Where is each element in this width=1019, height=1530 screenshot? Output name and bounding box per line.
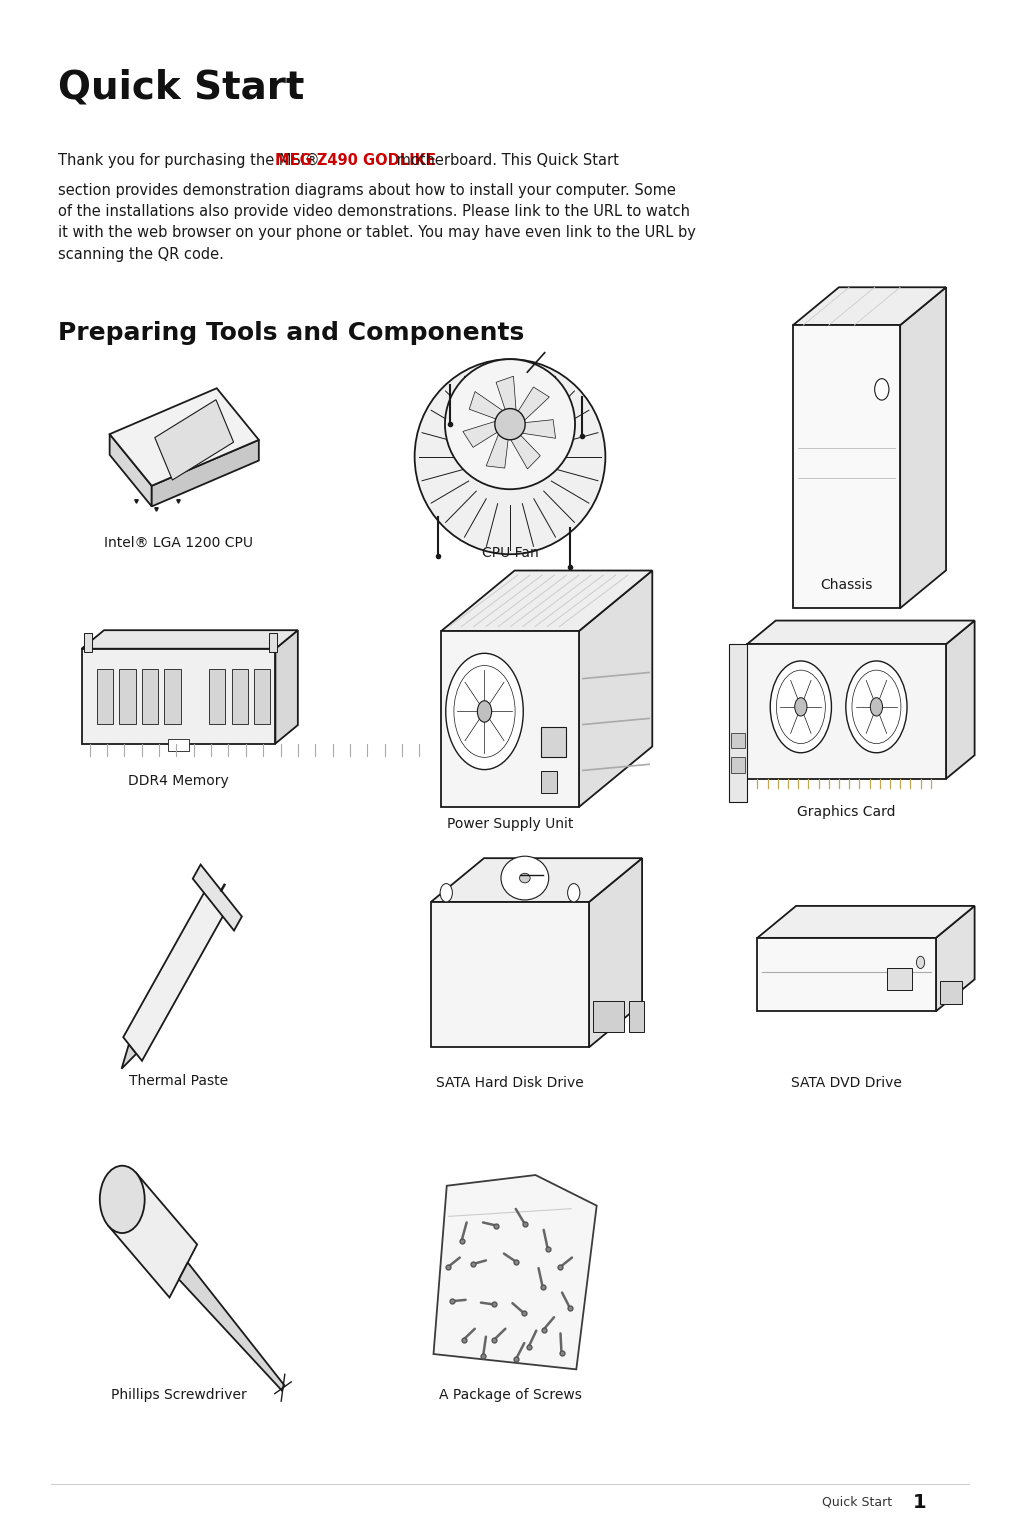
Polygon shape — [756, 938, 935, 1011]
Text: Chassis: Chassis — [819, 578, 872, 592]
Bar — [887, 968, 912, 990]
Polygon shape — [746, 644, 946, 779]
Polygon shape — [440, 571, 652, 632]
Circle shape — [477, 701, 491, 722]
Bar — [540, 727, 566, 757]
Bar — [628, 1001, 644, 1031]
Text: A Package of Screws: A Package of Screws — [438, 1388, 581, 1401]
Bar — [168, 739, 189, 751]
Text: Preparing Tools and Components: Preparing Tools and Components — [58, 321, 524, 346]
Text: DDR4 Memory: DDR4 Memory — [128, 774, 228, 788]
Polygon shape — [756, 906, 974, 938]
Polygon shape — [152, 441, 259, 506]
Circle shape — [440, 884, 452, 901]
Polygon shape — [510, 387, 549, 424]
Bar — [940, 981, 962, 1004]
Bar — [97, 669, 113, 724]
Bar — [142, 669, 158, 724]
Polygon shape — [469, 392, 510, 424]
Polygon shape — [589, 858, 642, 1047]
Polygon shape — [193, 864, 242, 930]
Circle shape — [775, 670, 824, 744]
Bar — [84, 633, 92, 652]
Circle shape — [794, 698, 806, 716]
Polygon shape — [110, 435, 152, 506]
Circle shape — [874, 379, 889, 401]
Polygon shape — [155, 399, 233, 480]
Circle shape — [453, 666, 515, 757]
Circle shape — [845, 661, 906, 753]
Polygon shape — [510, 419, 555, 438]
Polygon shape — [746, 621, 974, 644]
Text: Thank you for purchasing the MSI®: Thank you for purchasing the MSI® — [58, 153, 324, 168]
Polygon shape — [463, 419, 510, 447]
Text: motherboard. This Quick Start: motherboard. This Quick Start — [391, 153, 618, 168]
Ellipse shape — [100, 1166, 145, 1233]
Text: SATA Hard Disk Drive: SATA Hard Disk Drive — [436, 1076, 583, 1089]
Bar — [593, 1001, 624, 1031]
Ellipse shape — [500, 857, 548, 900]
Bar — [119, 669, 136, 724]
Text: Power Supply Unit: Power Supply Unit — [446, 817, 573, 831]
Circle shape — [869, 698, 881, 716]
Bar — [730, 757, 744, 773]
Polygon shape — [431, 903, 589, 1047]
Circle shape — [445, 653, 523, 770]
Polygon shape — [123, 886, 226, 1060]
Text: Phillips Screwdriver: Phillips Screwdriver — [110, 1388, 247, 1401]
Polygon shape — [946, 621, 974, 779]
Bar — [269, 633, 277, 652]
Text: 1: 1 — [912, 1493, 925, 1512]
Circle shape — [915, 956, 924, 968]
Polygon shape — [440, 632, 579, 808]
Text: section provides demonstration diagrams about how to install your computer. Some: section provides demonstration diagrams … — [58, 182, 695, 262]
Polygon shape — [431, 858, 642, 903]
Polygon shape — [110, 389, 259, 487]
Bar — [164, 669, 180, 724]
Polygon shape — [433, 1175, 596, 1369]
Circle shape — [851, 670, 900, 744]
Polygon shape — [178, 1262, 284, 1391]
Text: Quick Start: Quick Start — [58, 69, 305, 107]
Ellipse shape — [444, 360, 575, 490]
Polygon shape — [900, 288, 946, 609]
Polygon shape — [486, 424, 510, 468]
Text: Quick Start: Quick Start — [821, 1496, 892, 1509]
Polygon shape — [108, 1174, 197, 1297]
Ellipse shape — [414, 360, 605, 554]
Bar — [728, 644, 746, 802]
Polygon shape — [793, 288, 946, 326]
Polygon shape — [121, 1045, 137, 1068]
Bar — [730, 733, 744, 748]
Polygon shape — [935, 906, 974, 1011]
Polygon shape — [82, 649, 275, 744]
Text: Thermal Paste: Thermal Paste — [128, 1074, 228, 1088]
Text: SATA DVD Drive: SATA DVD Drive — [791, 1076, 901, 1089]
Ellipse shape — [519, 874, 530, 883]
Circle shape — [567, 884, 579, 901]
Bar — [231, 669, 248, 724]
Polygon shape — [793, 326, 900, 609]
Text: Graphics Card: Graphics Card — [797, 805, 895, 819]
Text: CPU Fan: CPU Fan — [481, 546, 538, 560]
Polygon shape — [82, 630, 298, 649]
Polygon shape — [275, 630, 298, 744]
Ellipse shape — [494, 409, 525, 439]
Bar — [209, 669, 225, 724]
Polygon shape — [579, 571, 652, 808]
Text: Intel® LGA 1200 CPU: Intel® LGA 1200 CPU — [104, 536, 253, 549]
Text: MEG Z490 GODLIKE: MEG Z490 GODLIKE — [275, 153, 436, 168]
Bar — [254, 669, 270, 724]
Polygon shape — [507, 424, 540, 470]
Bar — [540, 771, 556, 793]
Polygon shape — [495, 376, 516, 424]
Circle shape — [769, 661, 830, 753]
